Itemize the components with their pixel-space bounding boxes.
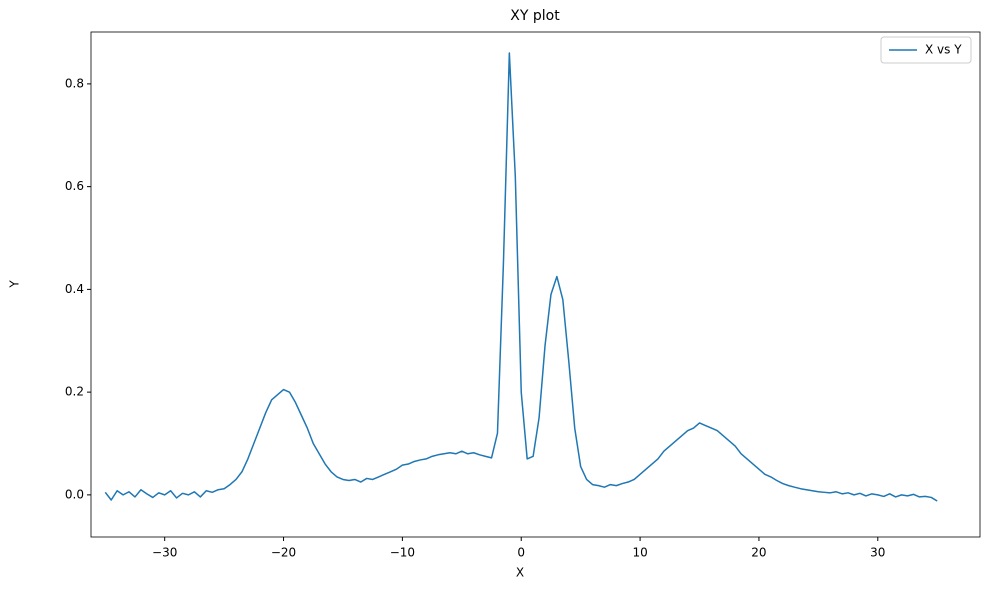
x-tick-label: 20 — [751, 546, 766, 560]
y-tick-label: 0.0 — [65, 487, 84, 501]
x-tick-label: −10 — [390, 546, 415, 560]
x-tick-label: 10 — [632, 546, 647, 560]
y-axis-label: Y — [8, 280, 22, 289]
x-tick-label: −30 — [152, 546, 177, 560]
y-tick-label: 0.2 — [65, 385, 84, 399]
y-tick-label: 0.6 — [65, 179, 84, 193]
y-tick-label: 0.8 — [65, 76, 84, 90]
data-line — [104, 52, 938, 502]
y-tick-label: 0.4 — [65, 282, 84, 296]
legend-box — [880, 36, 972, 64]
chart-title: XY plot — [510, 8, 560, 24]
x-tick-label: 30 — [870, 546, 885, 560]
x-tick-label: 0 — [517, 546, 525, 560]
legend-label: X vs Y — [925, 43, 962, 57]
x-tick-label: −20 — [271, 546, 296, 560]
plot-frame — [90, 31, 981, 538]
x-axis-label: X — [516, 566, 524, 580]
